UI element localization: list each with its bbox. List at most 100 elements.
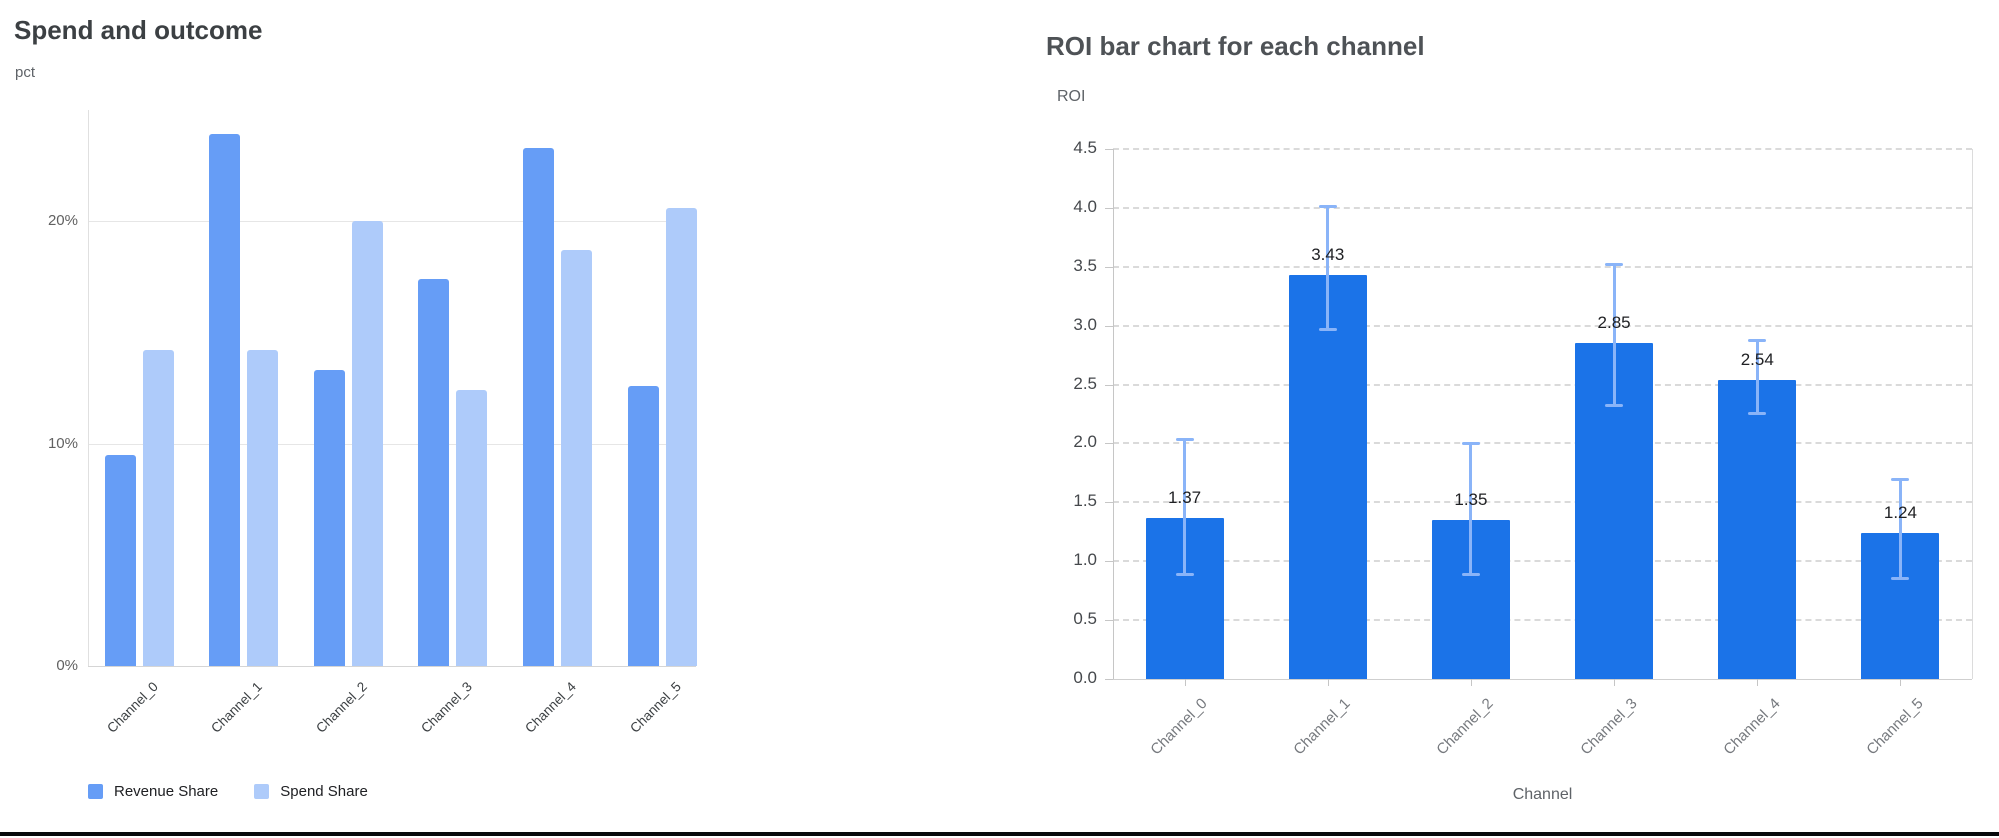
legend-label: Revenue Share [114, 783, 219, 800]
x-tick-mark [1757, 679, 1759, 686]
y-tick-label: 3.5 [1073, 255, 1097, 275]
y-axis-line [1113, 149, 1114, 679]
x-category-label: Channel_5 [1863, 695, 1927, 759]
x-category-label: Channel_2 [313, 679, 370, 736]
bar-spend-share-channel_5 [665, 207, 697, 666]
error-bar-cap-bottom [1748, 412, 1767, 415]
roi-chart-title: ROI bar chart for each channel [1046, 31, 1425, 61]
x-category-label: Channel_0 [1147, 695, 1211, 759]
bar-value-label: 1.37 [1168, 487, 1202, 507]
error-bar-line [1612, 264, 1616, 406]
y-tick-label: 4.0 [1073, 196, 1097, 216]
gridline-0% [88, 666, 696, 667]
y-tick-mark [1105, 207, 1113, 209]
bar-value-label: 2.54 [1740, 349, 1774, 369]
error-bar-cap-bottom [1461, 573, 1480, 577]
legend-swatch [88, 784, 103, 799]
bar-revenue-share-channel_4 [522, 147, 554, 666]
error-bar-line [1183, 438, 1187, 576]
y-tick-mark [1105, 266, 1113, 268]
y-tick-mark [1105, 325, 1113, 327]
gridline-2.0 [1113, 442, 1972, 445]
x-category-label: Channel_1 [1290, 695, 1354, 759]
bar-spend-share-channel_2 [351, 221, 383, 666]
bottom-divider [0, 832, 1999, 836]
y-tick-mark [1105, 561, 1113, 563]
roi-bar-channel_1 [1288, 275, 1367, 679]
x-tick-mark [1184, 679, 1186, 686]
y-tick-mark [1105, 679, 1113, 680]
error-bar-cap-bottom [1318, 328, 1337, 332]
roi-y-axis-label: ROI [1057, 88, 1086, 105]
x-tick-mark [1614, 679, 1616, 686]
x-tick-mark [1327, 679, 1329, 686]
bar-revenue-share-channel_0 [104, 454, 136, 666]
x-tick-mark [1470, 679, 1472, 686]
bar-revenue-share-channel_5 [627, 385, 659, 666]
gridline-0.5 [1113, 619, 1972, 622]
error-bar-cap-bottom [1891, 576, 1910, 580]
spend-outcome-y-axis-unit: pct [15, 64, 36, 81]
plot-right-border [1972, 149, 1973, 679]
error-bar-line [1326, 205, 1330, 331]
error-bar-cap-top [1891, 477, 1910, 481]
error-bar-cap-top [1461, 442, 1480, 446]
x-category-label: Channel_4 [522, 679, 580, 736]
error-bar-cap-bottom [1605, 403, 1624, 407]
gridline-3.5 [1113, 265, 1972, 268]
gridline-2.5 [1113, 383, 1972, 386]
x-tick-mark [1900, 679, 1902, 686]
bar-spend-share-channel_1 [247, 350, 279, 666]
gridline-1.5 [1113, 501, 1972, 504]
roi-x-axis-title: Channel [1512, 786, 1573, 803]
bar-revenue-share-channel_2 [313, 370, 345, 666]
legend-label: Spend Share [280, 783, 368, 800]
spend-outcome-title: Spend and outcome [14, 15, 263, 45]
gridline-3.0 [1113, 324, 1972, 327]
bar-revenue-share-channel_1 [209, 134, 241, 666]
y-tick-label: 20% [47, 212, 78, 230]
y-axis-line [88, 110, 89, 666]
y-tick-mark [1105, 620, 1113, 622]
spend-outcome-legend: Revenue Share Spend Share [88, 783, 368, 800]
x-category-label: Channel_2 [1433, 695, 1497, 759]
gridline-4.0 [1113, 206, 1972, 209]
legend-swatch [254, 784, 270, 799]
y-tick-label: 3.0 [1073, 314, 1097, 334]
bar-value-label: 2.85 [1597, 313, 1631, 333]
bar-value-label: 1.24 [1883, 502, 1917, 522]
y-tick-mark [1105, 149, 1113, 150]
gridline-20% [88, 221, 696, 223]
y-tick-label: 0% [56, 657, 78, 674]
x-axis-line [1113, 679, 1972, 680]
error-bar-cap-top [1605, 263, 1624, 267]
error-bar-line [1898, 478, 1902, 579]
y-tick-label: 2.0 [1073, 432, 1097, 452]
y-tick-label: 2.5 [1073, 373, 1097, 393]
y-tick-label: 0.5 [1073, 609, 1097, 629]
bar-spend-share-channel_0 [142, 350, 174, 666]
x-category-label: Channel_0 [103, 679, 161, 736]
y-tick-mark [1105, 384, 1113, 386]
gridline-10% [88, 443, 696, 445]
x-category-label: Channel_5 [626, 679, 684, 736]
y-tick-mark [1105, 502, 1113, 504]
bar-value-label: 3.43 [1311, 245, 1345, 265]
x-category-label: Channel_3 [417, 679, 475, 736]
y-tick-label: 10% [47, 434, 78, 452]
error-bar-cap-top [1748, 338, 1767, 342]
x-category-label: Channel_4 [1719, 695, 1784, 759]
roi-bar-channel_4 [1718, 379, 1797, 679]
error-bar-line [1469, 443, 1473, 576]
gridline-1.0 [1113, 560, 1972, 563]
x-category-label: Channel_1 [208, 679, 266, 736]
legend-item-revenue-share: Revenue Share [88, 783, 218, 800]
error-bar-cap-bottom [1175, 573, 1194, 577]
y-tick-label: 1.5 [1073, 491, 1097, 511]
legend-item-spend-share: Spend Share [254, 783, 368, 800]
bar-value-label: 1.35 [1454, 490, 1488, 509]
x-category-label: Channel_3 [1576, 695, 1641, 759]
bar-spend-share-channel_4 [560, 250, 592, 666]
error-bar-line [1755, 339, 1759, 414]
